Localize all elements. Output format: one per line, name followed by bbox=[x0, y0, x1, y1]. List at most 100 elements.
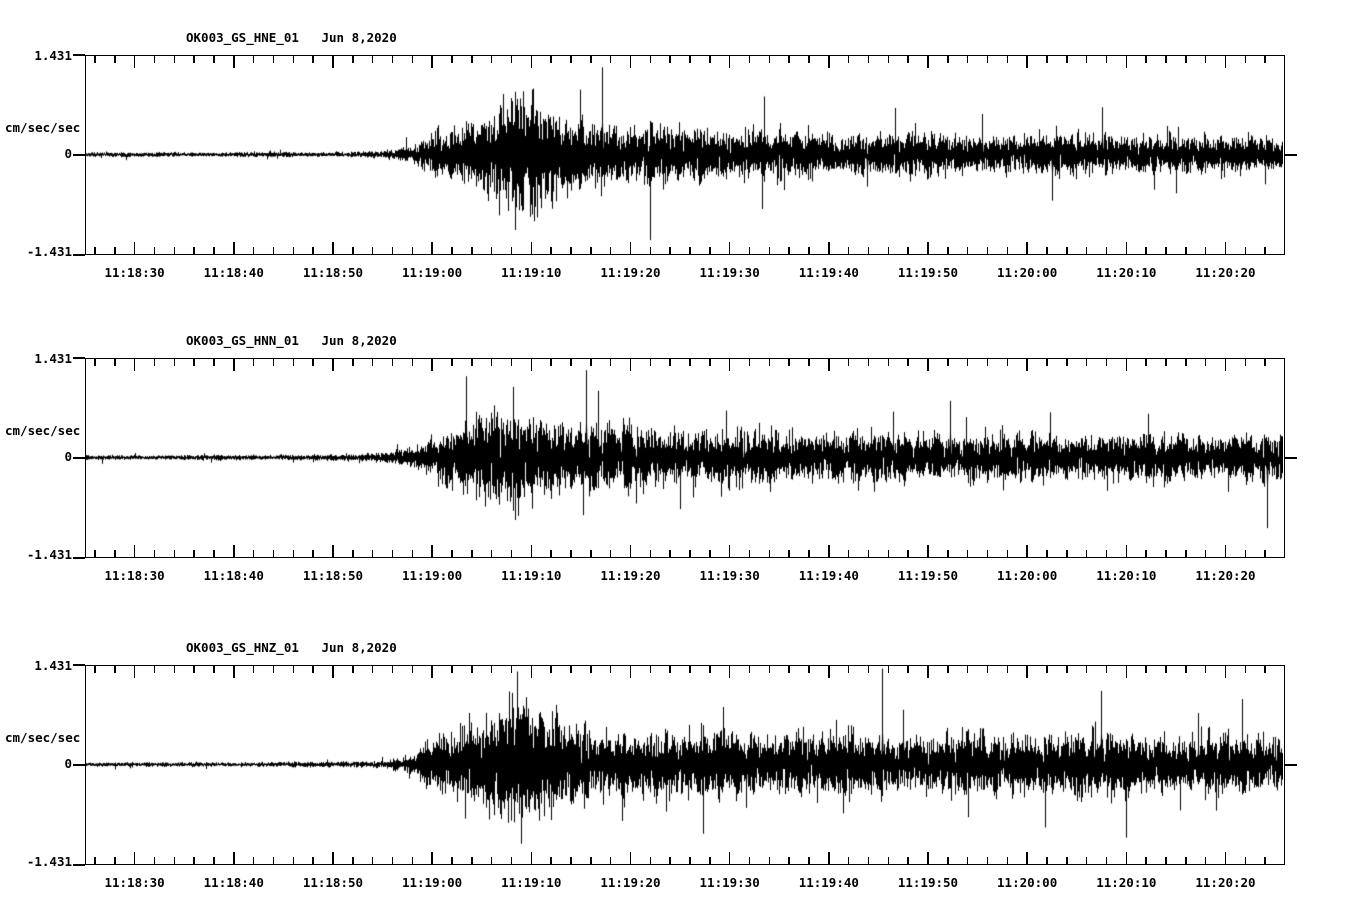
x-axis-minor-tick bbox=[510, 358, 513, 366]
x-axis-minor-tick bbox=[550, 55, 552, 63]
x-axis-minor-tick bbox=[173, 55, 175, 63]
x-axis-major-tick bbox=[530, 242, 533, 255]
waveform-trace-hnz bbox=[86, 666, 1283, 863]
x-axis-tick-label: 11:19:30 bbox=[699, 568, 760, 583]
plot-area-hnz bbox=[85, 665, 1285, 865]
x-axis-tick-label: 11:20:10 bbox=[1096, 875, 1157, 890]
x-axis-minor-tick bbox=[490, 358, 493, 366]
y-axis-units-label-hne: cm/sec/sec bbox=[5, 120, 81, 135]
x-axis-minor-tick bbox=[609, 55, 612, 63]
x-axis-minor-tick bbox=[1006, 358, 1009, 366]
x-axis-minor-tick bbox=[114, 55, 116, 63]
x-axis-minor-tick bbox=[808, 247, 810, 255]
x-axis-minor-tick bbox=[590, 857, 592, 865]
x-axis-minor-tick bbox=[451, 857, 453, 865]
x-axis-minor-tick bbox=[947, 665, 949, 673]
x-axis-minor-tick bbox=[570, 358, 572, 366]
x-axis-minor-tick bbox=[490, 857, 493, 865]
x-axis-minor-tick bbox=[213, 857, 215, 865]
y-axis-zero-tick bbox=[1284, 154, 1297, 156]
waveform-trace-hnn bbox=[86, 359, 1283, 556]
y-axis-max-label-hnn: 1.431 bbox=[34, 351, 72, 366]
x-axis-major-tick bbox=[828, 545, 830, 558]
x-axis-minor-tick bbox=[966, 550, 969, 558]
y-axis-min-label-hne: -1.431 bbox=[26, 244, 72, 259]
x-axis-tick-label: 11:18:40 bbox=[203, 265, 264, 280]
x-axis-minor-tick bbox=[808, 857, 810, 865]
x-axis-minor-tick bbox=[709, 665, 711, 673]
x-axis-minor-tick bbox=[1066, 550, 1068, 558]
x-axis-tick-label: 11:19:20 bbox=[600, 568, 661, 583]
x-axis-major-tick bbox=[1224, 852, 1227, 865]
x-axis-minor-tick bbox=[609, 358, 612, 366]
x-axis-minor-tick bbox=[609, 857, 612, 865]
x-axis-minor-tick bbox=[847, 247, 850, 255]
x-axis-tick-label: 11:20:00 bbox=[997, 568, 1058, 583]
x-axis-major-tick bbox=[530, 852, 533, 865]
x-axis-major-tick bbox=[828, 852, 830, 865]
x-axis-minor-tick bbox=[1264, 857, 1266, 865]
x-axis-minor-tick bbox=[669, 857, 671, 865]
x-axis-major-tick bbox=[1125, 55, 1128, 68]
x-axis-minor-tick bbox=[1244, 550, 1247, 558]
x-axis-minor-tick bbox=[907, 665, 909, 673]
x-axis-minor-tick bbox=[669, 358, 671, 366]
x-axis-minor-tick bbox=[669, 665, 671, 673]
x-axis-minor-tick bbox=[1006, 550, 1009, 558]
x-axis-minor-tick bbox=[391, 857, 394, 865]
x-axis-minor-tick bbox=[1105, 247, 1108, 255]
x-axis-tick-label: 11:19:10 bbox=[501, 265, 562, 280]
x-axis-minor-tick bbox=[94, 665, 96, 673]
x-axis-minor-tick bbox=[451, 550, 453, 558]
x-axis-minor-tick bbox=[689, 550, 691, 558]
x-axis-minor-tick bbox=[709, 550, 711, 558]
x-axis-minor-tick bbox=[391, 550, 394, 558]
x-axis-major-tick bbox=[629, 665, 632, 678]
x-axis-minor-tick bbox=[1145, 358, 1147, 366]
x-axis-minor-tick bbox=[114, 550, 116, 558]
x-axis-minor-tick bbox=[1145, 857, 1147, 865]
x-axis-minor-tick bbox=[371, 550, 374, 558]
x-axis-minor-tick bbox=[768, 550, 771, 558]
x-axis-tick-label: 11:19:40 bbox=[798, 875, 859, 890]
x-axis-minor-tick bbox=[153, 550, 156, 558]
x-axis-minor-tick bbox=[1185, 358, 1187, 366]
x-axis-minor-tick bbox=[213, 358, 215, 366]
y-axis-limit-tick bbox=[73, 254, 85, 256]
x-axis-major-tick bbox=[431, 545, 433, 558]
x-axis-minor-tick bbox=[907, 857, 909, 865]
x-axis-major-tick bbox=[133, 545, 136, 558]
x-axis-minor-tick bbox=[1264, 550, 1266, 558]
x-axis-minor-tick bbox=[371, 247, 374, 255]
x-axis-minor-tick bbox=[570, 665, 572, 673]
x-axis-minor-tick bbox=[709, 358, 711, 366]
x-axis-tick-label: 11:18:40 bbox=[203, 568, 264, 583]
x-axis-minor-tick bbox=[352, 665, 354, 673]
x-axis-minor-tick bbox=[490, 247, 493, 255]
x-axis-major-tick bbox=[828, 55, 830, 68]
x-axis-minor-tick bbox=[1165, 55, 1167, 63]
x-axis-tick-label: 11:19:50 bbox=[897, 568, 959, 583]
x-axis-major-tick bbox=[927, 852, 929, 865]
x-axis-tick-label: 11:19:40 bbox=[798, 265, 859, 280]
x-axis-minor-tick bbox=[292, 55, 294, 63]
x-axis-tick-label: 11:19:20 bbox=[600, 875, 661, 890]
y-axis-units-label-hnn: cm/sec/sec bbox=[5, 423, 81, 438]
x-axis-minor-tick bbox=[550, 550, 552, 558]
x-axis-minor-tick bbox=[451, 247, 453, 255]
x-axis-minor-tick bbox=[1066, 247, 1068, 255]
x-axis-minor-tick bbox=[887, 550, 890, 558]
x-axis-minor-tick bbox=[252, 247, 255, 255]
x-axis-minor-tick bbox=[114, 857, 116, 865]
x-axis-minor-tick bbox=[689, 358, 691, 366]
x-axis-minor-tick bbox=[1105, 550, 1108, 558]
x-axis-minor-tick bbox=[153, 55, 156, 63]
x-axis-minor-tick bbox=[1006, 665, 1009, 673]
x-axis-minor-tick bbox=[510, 55, 513, 63]
x-axis-major-tick bbox=[728, 358, 731, 371]
x-axis-minor-tick bbox=[312, 358, 314, 366]
x-axis-minor-tick bbox=[1204, 665, 1207, 673]
x-axis-minor-tick bbox=[748, 857, 751, 865]
x-axis-minor-tick bbox=[94, 857, 96, 865]
waveform-trace-hne bbox=[86, 56, 1283, 253]
